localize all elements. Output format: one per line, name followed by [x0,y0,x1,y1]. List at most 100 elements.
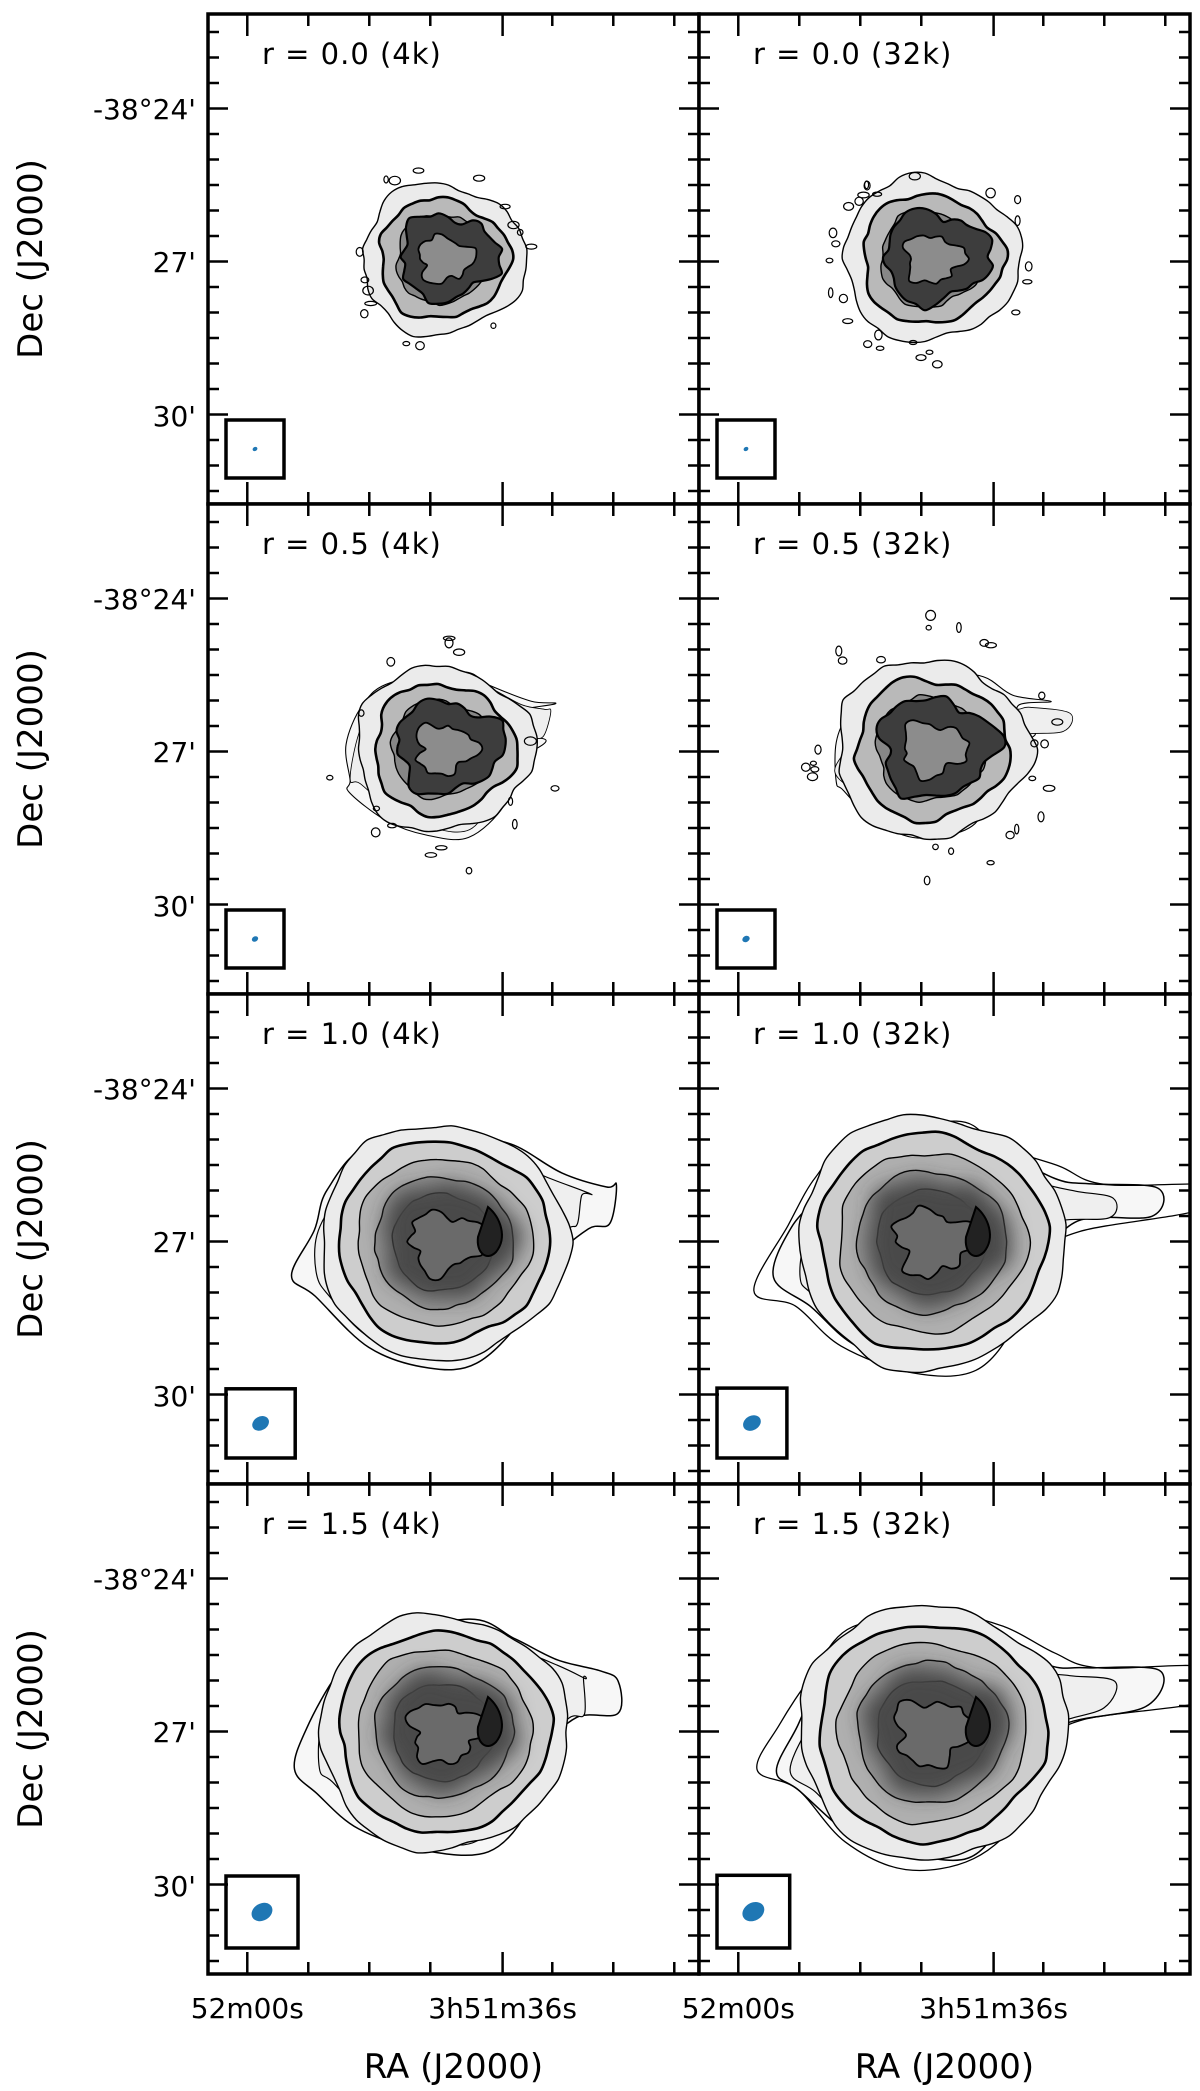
noise-contour [947,847,955,856]
y-axis-label: Dec (J2000) [11,159,51,359]
noise-contour [370,827,381,838]
y-tick-label: 30' [153,400,196,433]
dark-knot [964,1205,991,1257]
noise-contour [490,322,497,330]
y-tick-label: -38°24' [93,583,196,616]
noise-contour [516,228,524,236]
noise-contour [1022,279,1033,285]
y-tick-label: 30' [153,890,196,923]
noise-contour [364,300,378,307]
noise-contour [925,624,932,631]
noise-contour [925,349,934,355]
panel-label: r = 1.0 (4k) [262,1017,442,1051]
noise-contour [507,220,520,230]
x-axis-label: RA (J2000) [364,2047,543,2087]
emission-map [290,1125,618,1371]
inner-cavity [414,721,484,778]
panel-frame [697,1482,1192,1976]
noise-contour [837,656,848,665]
y-axis-label: Dec (J2000) [11,1629,51,1829]
noise-contour [424,852,438,858]
panel-0-1: r = 0.0 (32k) [697,12,1192,506]
panel-label: r = 0.0 (4k) [262,37,442,71]
noise-contour [355,246,364,257]
noise-contour [415,341,425,351]
noise-contour [362,285,375,296]
noise-contour [507,796,514,807]
beam-inset-box [224,418,286,480]
ticks [699,14,1190,504]
noise-contour [360,276,370,284]
panel-label: r = 0.0 (32k) [753,37,952,71]
noise-contour [842,201,855,211]
noise-contour [452,648,466,657]
noise-contour [835,645,843,657]
y-tick-label: -38°24' [93,93,196,126]
noise-contour [809,760,818,767]
noise-contour [863,340,873,349]
panel-3-1: r = 1.5 (32k) [697,1482,1192,1976]
panel-label: r = 1.0 (32k) [753,1017,952,1051]
noise-contour [827,287,834,299]
inner-cavity [417,232,478,285]
noise-contour [857,191,870,199]
y-tick-label: 27' [153,246,196,279]
noise-contour [800,762,811,772]
noise-contour [932,843,939,851]
panel-0-0: r = 0.0 (4k) [206,12,701,506]
ticks [699,1484,1190,1974]
panel-label: r = 1.5 (4k) [262,1507,442,1541]
inner-cavity [901,234,970,285]
noise-contour [442,635,456,642]
y-tick-label: 30' [153,1870,196,1903]
panel-2-0: r = 1.0 (4k) [206,992,701,1486]
noise-contour [1051,718,1064,726]
dark-knot [964,1695,991,1747]
panel-label: r = 1.5 (32k) [753,1507,952,1541]
noise-contour [1042,784,1056,792]
noise-contour [434,845,448,851]
noise-contour [1037,811,1045,823]
noise-contour [908,171,922,181]
emission-map [293,1612,623,1857]
emission-map [756,1604,1190,1872]
noise-contour [523,736,538,746]
beam-ellipse [251,1902,273,1922]
inner-cavity [893,1698,984,1770]
panel-1-0: r = 0.5 (4k) [206,502,701,996]
y-tick-label: -38°24' [93,1563,196,1596]
noise-contour [1014,215,1021,227]
panel-label: r = 0.5 (32k) [753,527,952,561]
noise-contour [838,293,849,304]
y-tick-label: 27' [153,1716,196,1749]
noise-contour [984,642,998,649]
noise-contour [956,621,962,633]
noise-contour [1028,775,1037,782]
beam-ellipse [252,1416,269,1431]
panel-3-0: r = 1.5 (4k) [206,1482,701,1976]
noise-contour [444,637,454,649]
dark-knot [476,1695,503,1747]
inner-cavity [406,1208,487,1282]
noise-contour [402,340,411,347]
emission-map [800,609,1074,886]
noise-contour [925,609,937,622]
ticks [208,994,699,1484]
noise-contour [831,240,841,248]
beam-ellipse [742,935,750,943]
noise-contour [1013,195,1022,205]
noise-contour [1030,739,1039,748]
noise-contour [357,709,365,717]
beam-ellipse [251,936,259,942]
noise-contour [863,180,871,191]
noise-contour [472,174,486,182]
noise-contour [874,329,883,341]
noise-contour [465,866,473,875]
x-tick-label: 3h51m36s [428,1992,577,2025]
noise-contour [386,656,396,667]
noise-contour [525,243,538,250]
noise-contour [1011,309,1021,316]
noise-contour [828,227,838,239]
noise-contour [387,822,398,829]
